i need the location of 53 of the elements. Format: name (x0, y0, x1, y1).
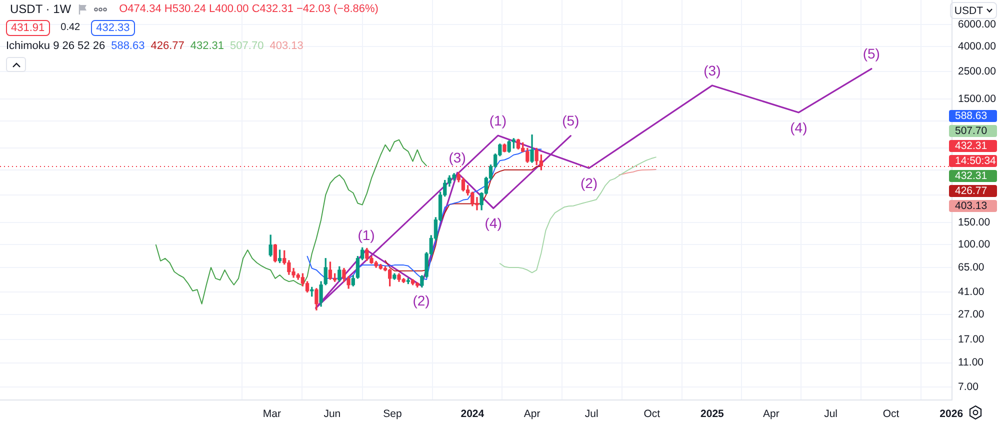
y-tick-label: 4000.00 (958, 40, 996, 52)
x-tick-label: 2025 (700, 408, 724, 420)
legend-label: 426.77 (955, 185, 988, 198)
y-tick-label: 100.00 (958, 238, 990, 250)
annotation: (2) (412, 292, 430, 309)
y-tick-label: 41.00 (958, 286, 984, 298)
annotation: (3) (704, 62, 721, 78)
annotation: (5) (862, 46, 880, 62)
x-tick-label: Sep (383, 408, 402, 420)
annotation: (4) (790, 119, 808, 136)
y-tick-label: 27.00 (958, 308, 984, 321)
text: 403.13 (270, 40, 304, 52)
annotation: (1) (489, 112, 507, 128)
text: 588.63 (111, 40, 145, 52)
legend-label: 432.31 (955, 140, 988, 152)
legend-label: 403.13 (955, 200, 988, 212)
x-tick-label: Mar (262, 408, 282, 420)
legend-label: 507.70 (955, 125, 988, 138)
text: 432.31 (190, 40, 224, 52)
x-tick-label: Apr (762, 408, 780, 420)
legend-label: 432.31 (955, 170, 988, 182)
chart-title: USDT · 1W (10, 2, 72, 16)
x-tick-label: Jun (324, 408, 341, 420)
text: 14:50:34 (955, 155, 996, 168)
annotation: (3) (448, 149, 466, 166)
legend-title: Ichimoku 9 26 52 26 (6, 40, 106, 53)
legend-label: 588.63 (955, 110, 988, 122)
y-tick-label: 1500.00 (958, 92, 996, 105)
annotation: 431.91 (6, 20, 50, 36)
x-tick-label: 2024 (460, 408, 484, 420)
text: 426.77 (150, 40, 184, 52)
x-tick-label: Jul (584, 408, 598, 420)
annotation: (1) (358, 226, 375, 243)
y-tick-label: 2500.00 (958, 66, 996, 78)
annotation: (5) (562, 112, 580, 129)
y-tick-label: 7.00 (958, 380, 979, 393)
x-tick-label: Oct (882, 408, 900, 420)
y-tick-label: 150.00 (958, 216, 990, 228)
annotation: (4) (484, 215, 502, 232)
x-tick-label: 2026 (940, 408, 964, 420)
y-axis-title: USDT (954, 4, 983, 16)
annotation: 0.42 (60, 21, 82, 35)
y-tick-label: 11.00 (958, 356, 984, 369)
y-tick-label: 6000.00 (958, 18, 996, 31)
y-tick-label: 65.00 (958, 261, 984, 274)
text: 507.70 (230, 40, 264, 52)
annotation: 432.33 (91, 20, 135, 36)
x-tick-label: Oct (644, 408, 660, 420)
y-tick-label: 17.00 (958, 333, 984, 346)
x-tick-label: Jul (824, 408, 838, 420)
annotation: O474.34 H530.24 L400.00 C432.31 −42.03 (−8.86%) (119, 2, 378, 16)
x-tick-label: Apr (524, 408, 541, 420)
annotation: (2) (580, 174, 598, 191)
